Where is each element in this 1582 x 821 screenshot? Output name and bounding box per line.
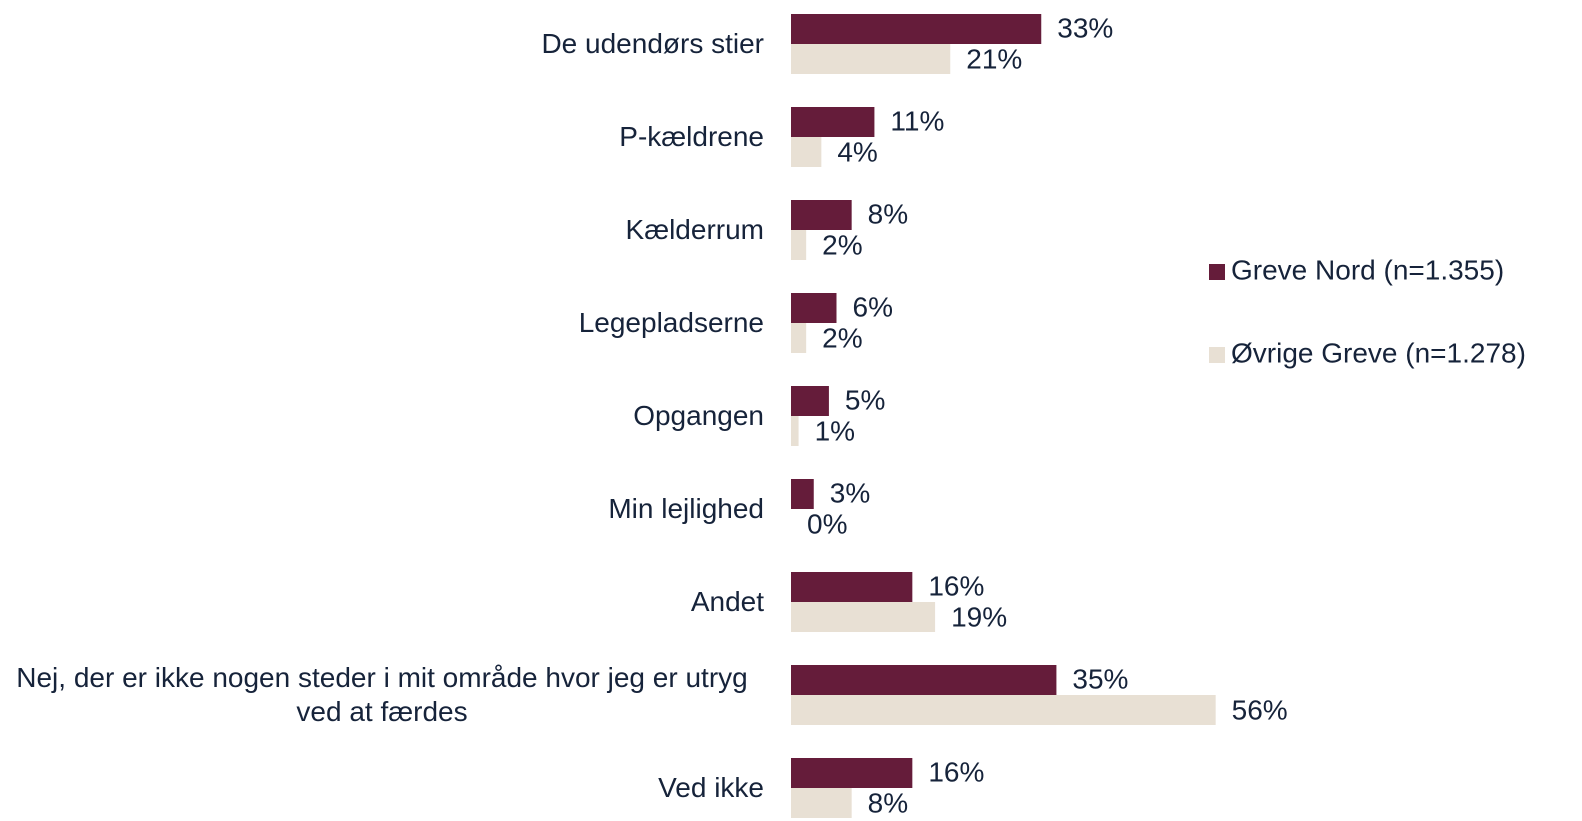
bar [791, 416, 799, 446]
bar [791, 665, 1057, 695]
value-label: 56% [1232, 694, 1288, 725]
category-label: De udendørs stier [0, 27, 764, 61]
category-label: Min lejlighed [0, 492, 764, 526]
bar [791, 602, 936, 632]
value-label: 2% [822, 322, 862, 353]
value-label: 0% [807, 508, 847, 539]
bar [791, 230, 807, 260]
value-label: 33% [1057, 12, 1113, 43]
legend-swatch [1209, 264, 1225, 280]
bar [791, 107, 875, 137]
value-label: 4% [837, 136, 877, 167]
category-label: Nej, der er ikke nogen steder i mit områ… [0, 661, 764, 729]
value-label: 16% [928, 756, 984, 787]
bar [791, 572, 913, 602]
category-text: Min lejlighed [608, 493, 764, 524]
category-label: P-kældrene [0, 120, 764, 154]
category-text: Kælderrum [625, 214, 764, 245]
category-label: Ved ikke [0, 771, 764, 805]
category-label: Andet [0, 585, 764, 619]
category-label: Legepladserne [0, 306, 764, 340]
bar [791, 386, 829, 416]
category-text: Opgangen [633, 400, 764, 431]
category-label: Opgangen [0, 399, 764, 433]
value-label: 2% [822, 229, 862, 260]
bar [791, 200, 852, 230]
value-label: 16% [928, 570, 984, 601]
legend-label: Øvrige Greve (n=1.278) [1231, 337, 1526, 368]
category-label: Kælderrum [0, 213, 764, 247]
value-label: 1% [815, 415, 855, 446]
category-text: Legepladserne [578, 307, 764, 338]
legend-swatch [1209, 347, 1225, 363]
bar [791, 293, 837, 323]
category-text: Ved ikke [658, 772, 764, 803]
value-label: 6% [853, 291, 893, 322]
value-label: 8% [868, 198, 908, 229]
bar [791, 758, 913, 788]
bar [791, 323, 807, 353]
value-label: 3% [830, 477, 870, 508]
bar [791, 788, 852, 818]
value-label: 5% [845, 384, 885, 415]
bar [791, 479, 814, 509]
value-label: 19% [951, 601, 1007, 632]
value-label: 11% [890, 105, 944, 136]
bar [791, 44, 951, 74]
category-text: Andet [690, 586, 764, 617]
bar [791, 695, 1216, 725]
value-label: 21% [966, 43, 1022, 74]
bar [791, 14, 1042, 44]
category-text: De udendørs stier [541, 28, 764, 59]
value-label: 35% [1072, 663, 1128, 694]
value-label: 8% [868, 787, 908, 818]
category-text: P-kældrene [619, 121, 764, 152]
bar [791, 137, 822, 167]
category-text: Nej, der er ikke nogen steder i mit områ… [16, 662, 748, 727]
legend-label: Greve Nord (n=1.355) [1231, 254, 1504, 285]
